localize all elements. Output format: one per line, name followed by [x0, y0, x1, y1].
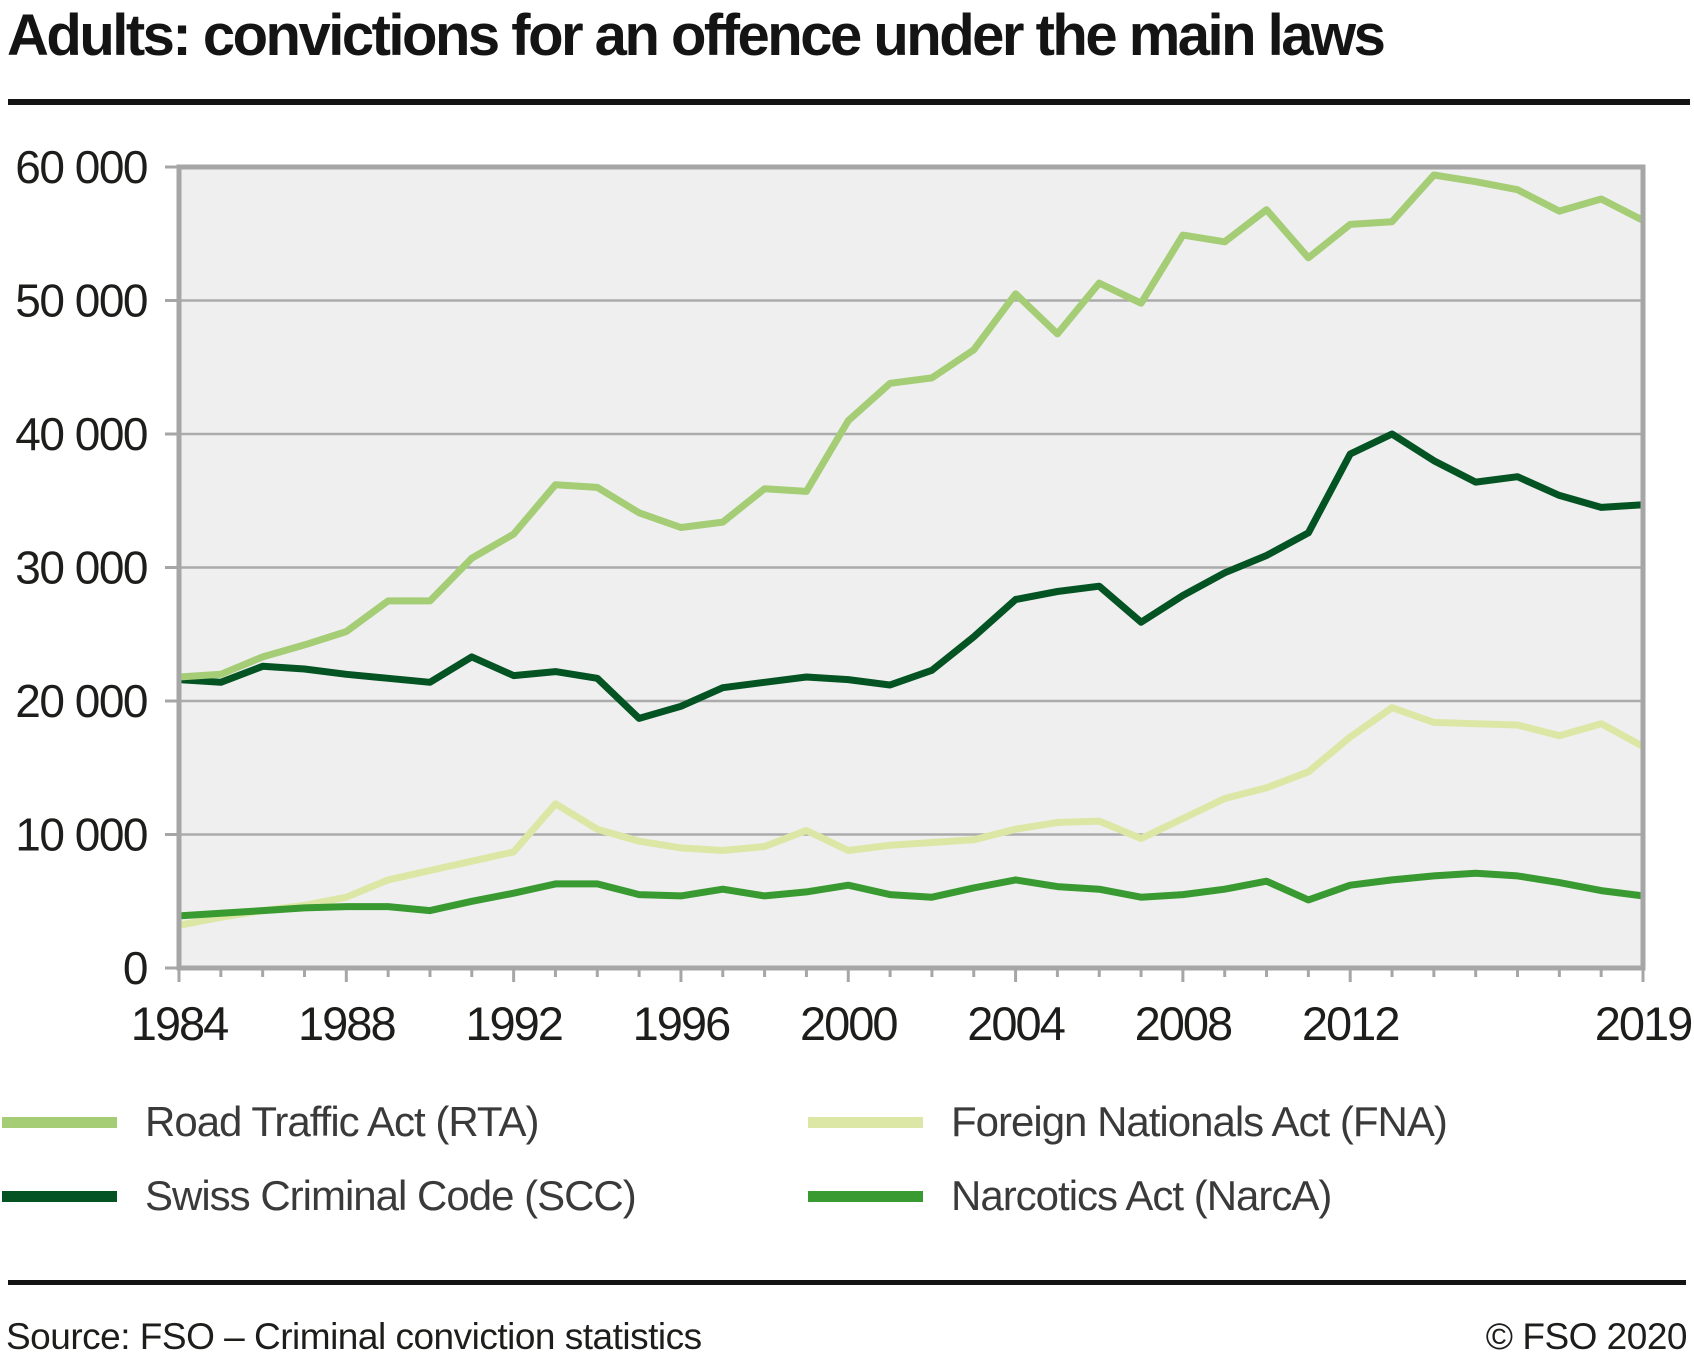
- fna-line-swatch-icon: [808, 1116, 923, 1128]
- legend-label-scc: Swiss Criminal Code (SCC): [145, 1172, 637, 1219]
- y-axis-label-60000: 60 000: [15, 141, 147, 193]
- plot-border: [176, 164, 1646, 971]
- y-axis-label-30000: 30 000: [15, 542, 147, 594]
- x-axis-label-1988: 1988: [298, 997, 395, 1050]
- legend-item-narca: Narcotics Act (NarcA): [808, 1172, 1332, 1219]
- narca-line-swatch-icon: [808, 1190, 923, 1202]
- x-axis-label-1996: 1996: [633, 997, 730, 1050]
- x-axis-label-2008: 2008: [1135, 997, 1232, 1050]
- x-axis-label-2012: 2012: [1302, 997, 1399, 1050]
- x-axis-label-2004: 2004: [967, 997, 1064, 1050]
- series-line-narca: [178, 869, 1644, 920]
- series-line-rta: [178, 171, 1645, 681]
- line-chart: 0 10 000 20 000 30 000 40 000 50 000 60 000 198…: [15, 141, 1693, 1050]
- y-axis-label-10000: 10 000: [15, 809, 147, 861]
- copyright-note: © FSO 2020: [1485, 1316, 1688, 1357]
- title-divider-rule: [8, 99, 1690, 105]
- y-axis-label-20000: 20 000: [15, 675, 147, 727]
- x-axis-label-2000: 2000: [800, 997, 897, 1050]
- legend-label-narca: Narcotics Act (NarcA): [951, 1172, 1332, 1219]
- legend-label-rta: Road Traffic Act (RTA): [145, 1098, 539, 1145]
- y-axis-label-0: 0: [123, 942, 147, 994]
- y-axis-label-50000: 50 000: [15, 275, 147, 327]
- x-axis-label-1984: 1984: [131, 997, 228, 1050]
- legend-label-fna: Foreign Nationals Act (FNA): [951, 1098, 1448, 1145]
- x-axis-label-2019: 2019: [1595, 997, 1692, 1050]
- y-axis-label-40000: 40 000: [15, 408, 147, 460]
- scc-line-swatch-icon: [2, 1190, 117, 1202]
- legend-item-scc: Swiss Criminal Code (SCC): [2, 1172, 637, 1219]
- page-title: Adults: convictions for an offence under…: [7, 3, 1386, 68]
- legend-item-rta: Road Traffic Act (RTA): [2, 1098, 539, 1145]
- series-line-scc: [178, 430, 1644, 722]
- x-axis-label-1992: 1992: [465, 997, 562, 1050]
- footer-divider-rule: [8, 1280, 1686, 1285]
- legend-item-fna: Foreign Nationals Act (FNA): [808, 1098, 1448, 1145]
- rta-line-swatch-icon: [2, 1116, 117, 1128]
- source-note: Source: FSO – Criminal conviction statis…: [6, 1316, 702, 1357]
- series-line-fna: [178, 704, 1645, 929]
